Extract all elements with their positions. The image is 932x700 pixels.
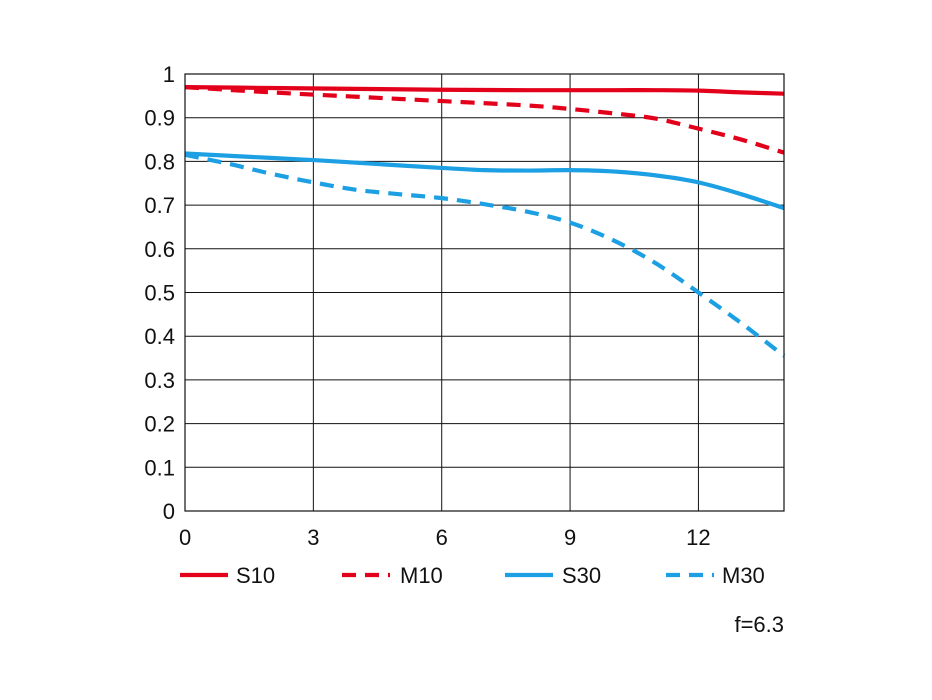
plot-frame: [184, 73, 785, 512]
series-lines: [184, 85, 786, 358]
series-line-m30: [184, 152, 786, 358]
y-tick-label: 0.2: [144, 412, 175, 437]
legend-label-m30: M30: [722, 563, 765, 588]
y-tick-label: 0.5: [144, 281, 175, 306]
x-tick-label: 6: [436, 525, 448, 550]
legend-label-m10: M10: [400, 563, 443, 588]
y-tick-label: 1: [163, 62, 175, 87]
aperture-note: f=6.3: [734, 612, 784, 637]
x-tick-labels: 0 3 6 9 12: [179, 525, 711, 550]
series-line-s30: [184, 151, 785, 211]
legend: S10 M10 S30 M30: [180, 563, 765, 588]
x-tick-label: 9: [564, 525, 576, 550]
y-tick-label: 0.6: [144, 237, 175, 262]
y-tick-label: 0.7: [144, 193, 175, 218]
y-tick-label: 0.4: [144, 324, 175, 349]
grid: [184, 73, 784, 512]
y-tick-label: 0.3: [144, 368, 175, 393]
series-line-s10: [184, 85, 785, 96]
y-tick-label: 0: [163, 499, 175, 524]
y-tick-label: 0.1: [144, 455, 175, 480]
x-tick-label: 3: [307, 525, 319, 550]
x-tick-label: 12: [686, 525, 710, 550]
x-tick-label: 0: [179, 525, 191, 550]
y-tick-labels: 0 0.1 0.2 0.3 0.4 0.5 0.6 0.7 0.8 0.9 1: [144, 62, 175, 524]
y-tick-label: 0.8: [144, 149, 175, 174]
series-line-m10: [184, 85, 785, 155]
legend-label-s10: S10: [236, 563, 275, 588]
legend-label-s30: S30: [562, 563, 601, 588]
y-tick-label: 0.9: [144, 106, 175, 131]
